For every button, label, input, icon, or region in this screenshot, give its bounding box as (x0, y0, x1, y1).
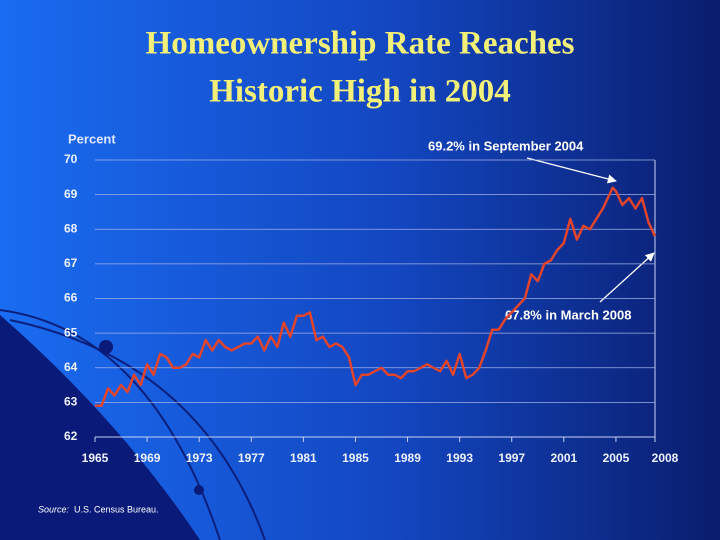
x-tick-label: 1977 (238, 451, 265, 465)
y-tick-label: 68 (64, 221, 78, 235)
decor-shape (0, 315, 200, 540)
source: U.S. Census Bureau. (74, 504, 159, 514)
y-tick-label: 69 (64, 187, 78, 201)
y-tick-label: 70 (64, 152, 78, 166)
x-tick-label: 2001 (550, 451, 577, 465)
decor-arc (9, 319, 266, 540)
annotation-arrow (526, 157, 617, 184)
y-tick-label: 62 (64, 429, 78, 443)
x-tick-label: 1981 (290, 451, 317, 465)
source-label: Source: (38, 504, 70, 514)
x-tick-label: 1989 (394, 451, 421, 465)
y-tick-label: 65 (64, 325, 78, 339)
y-tick-label: 67 (64, 256, 78, 270)
title: Homeownership Rate Reaches (146, 26, 575, 62)
subtitle: Historic High in 2004 (209, 74, 511, 110)
x-tick-label: 1993 (446, 451, 473, 465)
x-tick-label: 2005 (603, 451, 630, 465)
decor-dot (194, 485, 204, 495)
y-tick-label: 66 (64, 291, 78, 305)
x-tick-label: 1965 (82, 451, 109, 465)
decor-dot (99, 340, 113, 354)
data-line (95, 186, 657, 408)
annotation-arrow (599, 252, 655, 303)
x-tick-label: 1969 (134, 451, 161, 465)
x-tick-label: 1973 (186, 451, 213, 465)
plot: 62 63 64 65 66 67 68 69 70 1965 1969 1973 1977 1981 19… (64, 152, 679, 465)
y-tick-label: 64 (64, 360, 78, 374)
x-tick-label: 1985 (342, 451, 369, 465)
y-axis-label: Percent (68, 131, 116, 146)
x-tick-label: 2008 (652, 451, 679, 465)
annotation: 69.2% in September 2004 (428, 138, 584, 153)
annotation: 67.8% in March 2008 (505, 307, 631, 322)
y-tick-label: 63 (64, 395, 78, 409)
x-tick-label: 1997 (498, 451, 525, 465)
